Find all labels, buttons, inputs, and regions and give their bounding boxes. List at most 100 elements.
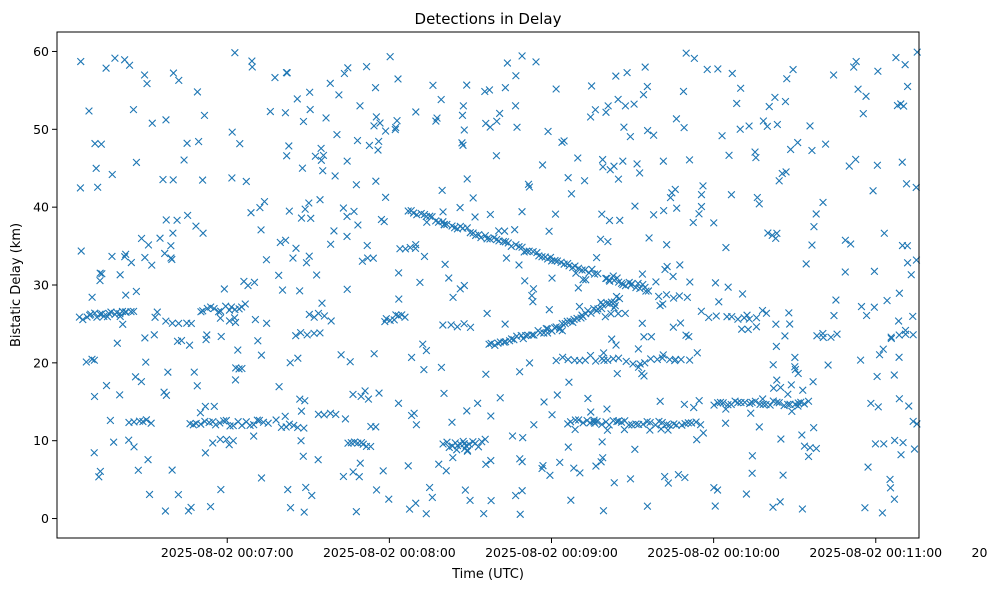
detection-marker xyxy=(545,227,553,236)
detection-marker xyxy=(734,315,742,324)
detection-marker xyxy=(93,183,102,192)
detection-marker xyxy=(903,82,912,91)
detection-marker xyxy=(372,177,380,185)
detection-marker xyxy=(638,369,646,378)
detection-marker xyxy=(892,53,900,62)
detection-marker xyxy=(102,381,111,390)
detection-marker xyxy=(217,332,226,341)
detection-marker xyxy=(584,394,592,403)
detection-marker xyxy=(370,122,378,130)
detection-marker xyxy=(229,421,238,430)
detection-marker xyxy=(357,392,365,401)
detection-marker xyxy=(742,490,751,498)
detection-marker xyxy=(829,71,838,79)
detection-marker xyxy=(518,433,527,442)
detection-marker xyxy=(257,351,266,359)
detection-marker xyxy=(194,137,203,146)
detection-marker xyxy=(295,287,304,295)
detection-marker xyxy=(363,241,372,250)
detection-marker xyxy=(206,502,215,511)
detection-marker xyxy=(482,460,490,469)
detection-marker xyxy=(634,345,643,353)
detection-marker xyxy=(145,490,154,499)
detection-marker xyxy=(572,269,580,277)
detection-marker xyxy=(551,256,559,265)
detection-marker xyxy=(512,71,520,80)
detection-marker xyxy=(771,93,779,102)
detection-marker xyxy=(551,210,560,218)
detection-marker xyxy=(654,292,663,301)
detection-marker xyxy=(444,274,453,282)
detection-marker xyxy=(453,323,462,331)
detection-marker xyxy=(320,312,329,320)
detection-marker xyxy=(337,351,345,359)
detection-marker xyxy=(473,399,482,408)
detection-marker xyxy=(462,81,471,89)
detection-marker xyxy=(306,105,314,114)
detection-marker xyxy=(737,325,746,333)
detection-marker xyxy=(395,295,403,303)
detection-marker xyxy=(466,323,475,332)
chart-title: Detections in Delay xyxy=(415,10,562,28)
detection-marker xyxy=(381,127,390,135)
detection-marker xyxy=(718,131,726,140)
detection-marker xyxy=(895,394,904,403)
detection-marker xyxy=(689,218,698,227)
detection-marker xyxy=(599,506,608,515)
detection-marker xyxy=(271,73,279,82)
detection-marker xyxy=(483,235,491,243)
detection-marker xyxy=(522,247,531,255)
detection-marker xyxy=(659,206,668,215)
detection-marker xyxy=(250,278,259,287)
detection-marker xyxy=(683,293,692,302)
detection-marker xyxy=(546,471,554,480)
detection-marker xyxy=(262,319,271,328)
detection-marker xyxy=(312,271,321,279)
detection-marker xyxy=(502,254,511,262)
y-tick-label: 10 xyxy=(33,433,49,448)
detection-marker xyxy=(481,87,489,96)
detection-marker xyxy=(857,302,866,311)
detection-marker xyxy=(192,222,200,230)
detection-marker xyxy=(458,139,466,147)
detection-marker xyxy=(228,128,236,136)
detection-marker xyxy=(79,315,87,324)
detection-marker xyxy=(485,340,493,349)
detection-marker xyxy=(669,323,678,331)
detection-marker xyxy=(438,186,446,195)
detection-marker xyxy=(606,165,615,174)
detection-marker xyxy=(184,507,193,515)
detection-marker xyxy=(147,261,156,269)
detection-marker xyxy=(260,197,269,206)
detection-marker xyxy=(141,358,150,366)
detection-marker xyxy=(703,65,712,74)
detection-marker xyxy=(144,455,152,464)
detection-marker xyxy=(772,320,780,328)
detection-marker xyxy=(91,139,99,148)
detection-marker xyxy=(249,420,258,429)
detection-marker xyxy=(898,158,907,166)
detection-marker xyxy=(736,84,745,93)
detection-marker xyxy=(193,88,202,96)
detection-marker xyxy=(341,415,350,423)
detection-marker xyxy=(458,111,467,120)
detection-marker xyxy=(679,87,688,96)
x-tick-label: 2025-08-02 00:10:00 xyxy=(647,545,780,560)
detection-marker xyxy=(102,64,110,72)
detection-marker xyxy=(477,437,486,446)
detection-marker xyxy=(898,241,907,250)
detection-marker xyxy=(704,313,713,322)
detection-marker xyxy=(339,472,348,481)
detection-marker xyxy=(746,409,755,417)
detection-marker xyxy=(300,424,308,432)
detection-marker xyxy=(545,305,554,314)
detection-marker xyxy=(633,160,641,168)
detection-marker xyxy=(447,321,455,329)
detection-marker xyxy=(642,287,650,295)
data-marks xyxy=(75,48,922,519)
detection-marker xyxy=(198,307,207,315)
detection-marker xyxy=(359,440,368,448)
detection-marker xyxy=(752,313,761,322)
detection-marker xyxy=(90,448,99,457)
